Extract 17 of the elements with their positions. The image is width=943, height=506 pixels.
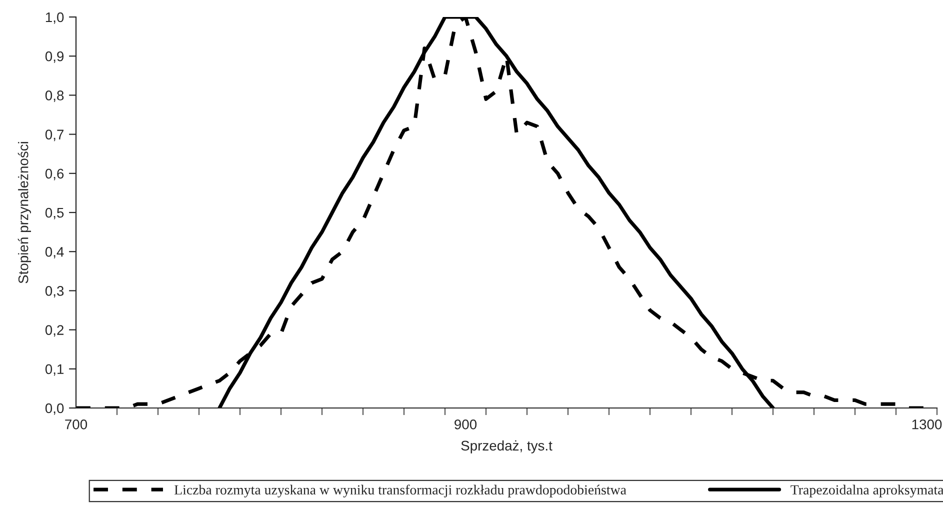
- x-tick-label: 900: [454, 419, 477, 430]
- y-tick-label: 0,8: [45, 90, 64, 102]
- x-tick-label: 700: [65, 419, 88, 430]
- y-tick-label: 0,4: [45, 246, 64, 258]
- y-tick-label: 0,6: [45, 168, 64, 180]
- y-tick-label: 0,5: [45, 208, 64, 220]
- y-tick-label: 0,1: [45, 364, 64, 376]
- legend-label: Liczba rozmyta uzyskana w wyniku transformacji rozkładu prawdopodobieństwa: [174, 484, 626, 498]
- y-axis-title: Stopień przynależności: [18, 142, 31, 284]
- x-axis-title: Sprzedaż, tys.t: [461, 440, 552, 454]
- y-tick-label: 1,0: [46, 12, 64, 24]
- x-tick-label: 1300: [912, 419, 942, 430]
- y-tick-label: 0,0: [45, 403, 64, 415]
- y-tick-label: 0,2: [45, 325, 64, 337]
- y-tick-label: 0,3: [45, 286, 64, 298]
- y-tick-label: 0,9: [45, 51, 64, 63]
- y-tick-label: 0,7: [45, 130, 64, 142]
